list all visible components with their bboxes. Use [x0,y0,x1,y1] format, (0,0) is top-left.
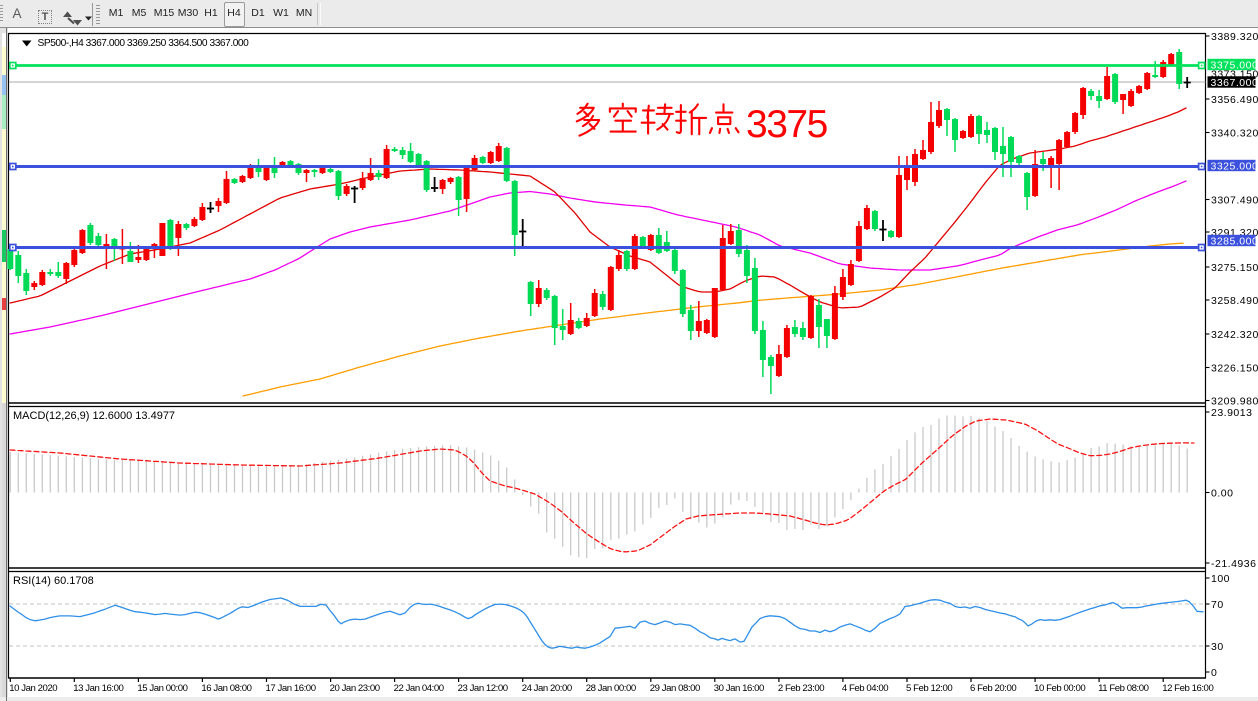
svg-text:3340.320: 3340.320 [1211,127,1258,139]
svg-text:17 Jan 16:00: 17 Jan 16:00 [266,683,316,694]
svg-text:3325.000: 3325.000 [1211,160,1258,172]
svg-text:5 Feb 12:00: 5 Feb 12:00 [906,683,952,694]
svg-text:30 Jan 16:00: 30 Jan 16:00 [714,683,764,694]
svg-text:3275.150: 3275.150 [1211,262,1258,274]
svg-text:-21.4936: -21.4936 [1211,558,1256,570]
svg-text:13 Jan 16:00: 13 Jan 16:00 [73,683,123,694]
svg-text:6 Feb 20:00: 6 Feb 20:00 [970,683,1016,694]
svg-text:0.00: 0.00 [1211,487,1233,499]
svg-text:SP500-,H4 3367.000 3369.250 3: SP500-,H4 3367.000 3369.250 3364.500 336… [38,38,250,49]
svg-text:30: 30 [1211,641,1224,653]
svg-text:10 Jan 2020: 10 Jan 2020 [9,683,57,694]
svg-text:3389.320: 3389.320 [1211,31,1258,43]
svg-text:3242.320: 3242.320 [1211,329,1258,341]
svg-text:4 Feb 04:00: 4 Feb 04:00 [842,683,888,694]
svg-text:3226.150: 3226.150 [1211,362,1258,374]
svg-text:20 Jan 23:00: 20 Jan 23:00 [330,683,380,694]
svg-text:RSI(14) 60.1708: RSI(14) 60.1708 [13,575,94,587]
svg-text:3375: 3375 [746,103,828,146]
svg-text:3375.000: 3375.000 [1211,59,1258,71]
svg-text:100: 100 [1211,573,1230,585]
svg-text:16 Jan 08:00: 16 Jan 08:00 [201,683,251,694]
svg-text:15 Jan 00:00: 15 Jan 00:00 [137,683,187,694]
svg-text:3356.490: 3356.490 [1211,94,1258,106]
svg-text:3307.490: 3307.490 [1211,194,1258,206]
svg-text:23.9013: 23.9013 [1211,407,1252,419]
svg-text:11 Feb 08:00: 11 Feb 08:00 [1098,683,1149,694]
svg-text:24 Jan 20:00: 24 Jan 20:00 [522,683,572,694]
svg-text:0: 0 [1211,667,1217,679]
svg-text:3367.000: 3367.000 [1211,77,1258,89]
svg-text:12 Feb 16:00: 12 Feb 16:00 [1162,683,1213,694]
svg-text:2 Feb 23:00: 2 Feb 23:00 [778,683,824,694]
svg-text:28 Jan 00:00: 28 Jan 00:00 [586,683,636,694]
svg-text:3209.980: 3209.980 [1211,395,1258,407]
svg-text:23 Jan 12:00: 23 Jan 12:00 [458,683,508,694]
svg-text:10 Feb 00:00: 10 Feb 00:00 [1034,683,1085,694]
svg-text:70: 70 [1211,599,1224,611]
svg-text:29 Jan 08:00: 29 Jan 08:00 [650,683,700,694]
svg-text:3285.000: 3285.000 [1211,235,1258,247]
svg-text:3258.490: 3258.490 [1211,295,1258,307]
svg-text:MACD(12,26,9) 12.6000 13.4977: MACD(12,26,9) 12.6000 13.4977 [13,410,175,422]
svg-text:22 Jan 04:00: 22 Jan 04:00 [394,683,444,694]
